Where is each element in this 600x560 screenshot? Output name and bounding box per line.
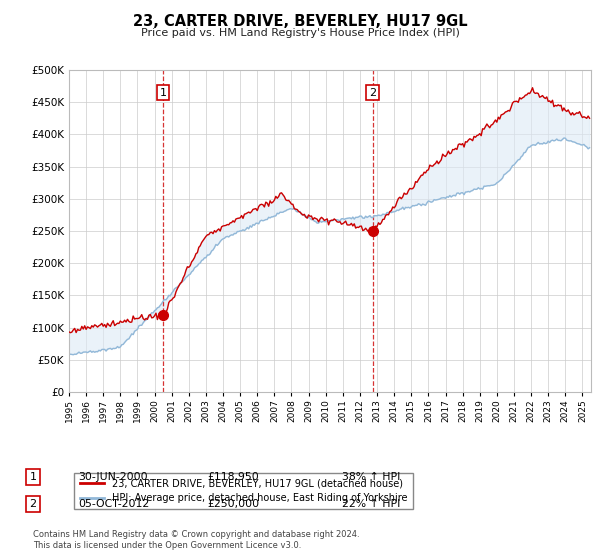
Text: 2: 2 — [369, 87, 376, 97]
Text: 22% ↑ HPI: 22% ↑ HPI — [342, 499, 400, 509]
Text: Contains HM Land Registry data © Crown copyright and database right 2024.: Contains HM Land Registry data © Crown c… — [33, 530, 359, 539]
Legend: 23, CARTER DRIVE, BEVERLEY, HU17 9GL (detached house), HPI: Average price, detac: 23, CARTER DRIVE, BEVERLEY, HU17 9GL (de… — [74, 473, 413, 509]
Text: 23, CARTER DRIVE, BEVERLEY, HU17 9GL: 23, CARTER DRIVE, BEVERLEY, HU17 9GL — [133, 14, 467, 29]
Text: This data is licensed under the Open Government Licence v3.0.: This data is licensed under the Open Gov… — [33, 541, 301, 550]
Text: 05-OCT-2012: 05-OCT-2012 — [78, 499, 149, 509]
Text: 38% ↑ HPI: 38% ↑ HPI — [342, 472, 400, 482]
Text: £118,950: £118,950 — [207, 472, 259, 482]
Text: 1: 1 — [29, 472, 37, 482]
Text: 30-JUN-2000: 30-JUN-2000 — [78, 472, 148, 482]
Text: £250,000: £250,000 — [207, 499, 259, 509]
Text: 2: 2 — [29, 499, 37, 509]
Text: Price paid vs. HM Land Registry's House Price Index (HPI): Price paid vs. HM Land Registry's House … — [140, 28, 460, 38]
Text: 1: 1 — [160, 87, 167, 97]
